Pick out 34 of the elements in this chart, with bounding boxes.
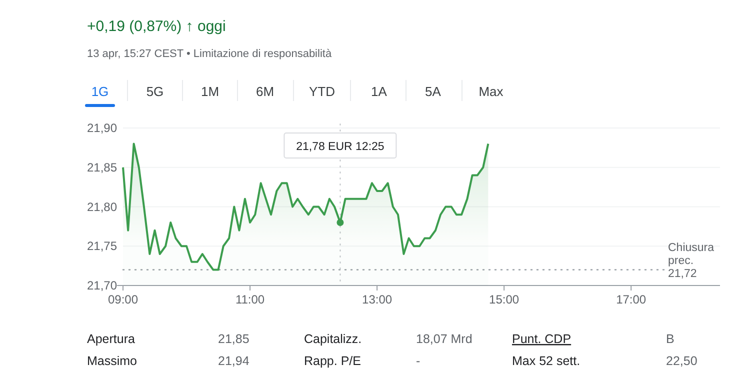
text: 1A (371, 84, 388, 99)
text: 18,07 Mrd (416, 332, 472, 346)
x-tick-label: 17:00 (616, 292, 646, 306)
text: 13 apr, 15:27 CEST • Limitazione di responsabilità (87, 48, 332, 60)
text: YTD (309, 84, 335, 99)
text: 1M (200, 84, 220, 99)
chart-subtitle: +0,19 (0,87%) ↑ oggi (87, 18, 226, 35)
text: Punt. CDP (512, 332, 572, 346)
text: Massimo (87, 354, 138, 368)
y-tick-label: 21,70 (86, 278, 118, 292)
ref-line-label: 21,78 EUR 12:25 (296, 141, 384, 153)
text: 21,94 (218, 354, 250, 368)
text: Apertura (87, 332, 135, 346)
x-tick-label: 13:00 (362, 292, 392, 306)
x-tick-label: 09:00 (108, 292, 138, 306)
x-tick-label: 15:00 (489, 292, 520, 306)
y-tick-label: 21,90 (86, 121, 118, 135)
text: Max (478, 84, 504, 99)
ref-line-label: Chiusura prec. 21,72 (668, 242, 715, 280)
text: 22,50 (666, 354, 698, 368)
text: Capitalizz. (304, 332, 362, 346)
y-tick-label: 21,85 (86, 160, 118, 174)
text: 5G (146, 84, 164, 99)
y-tick-label: 21,80 (86, 200, 118, 214)
text: Max 52 sett. (512, 354, 580, 368)
text: 21,85 (218, 332, 250, 346)
text: 5A (425, 84, 442, 99)
y-tick-label: 21,75 (86, 239, 118, 254)
text: Rapp. P/E (304, 354, 361, 368)
text: 6M (256, 84, 274, 99)
text: 1G (91, 84, 109, 99)
text: - (416, 354, 420, 368)
x-tick-label: 11:00 (235, 292, 265, 306)
text: B (666, 332, 674, 346)
